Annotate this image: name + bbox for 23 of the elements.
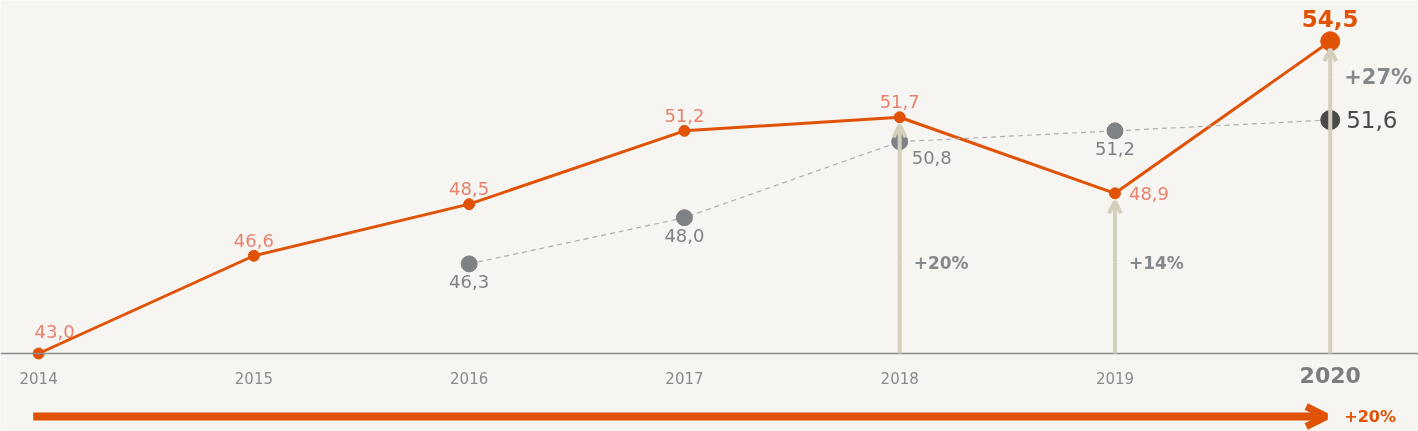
data-label: 46,6 — [233, 229, 274, 251]
data-label: 51,2 — [664, 104, 705, 126]
x-tick-label: 2020 — [1299, 362, 1361, 388]
data-label: 48,0 — [664, 224, 705, 246]
x-tick-label: 2018 — [880, 369, 919, 388]
text: +20% — [1344, 407, 1396, 426]
data-label: 48,9 — [1128, 182, 1170, 204]
annotation: +20% — [913, 252, 969, 273]
data-label: 46,3 — [449, 270, 490, 292]
x-tick-label: 2019 — [1095, 369, 1135, 388]
data-label: 54,5 — [1301, 6, 1359, 33]
data-label: 43,0 — [34, 320, 75, 342]
x-tick-label: 2017 — [665, 369, 704, 388]
annotation: +14% — [1128, 252, 1184, 273]
annotation: +27% — [1344, 65, 1413, 90]
data-label: 51,7 — [879, 91, 920, 113]
data-label: 51,6 — [1346, 107, 1398, 134]
data-label: 50,8 — [911, 146, 952, 168]
data-label: 48,5 — [449, 178, 490, 200]
x-tick-label: 2015 — [234, 369, 273, 388]
x-tick-label: 2016 — [450, 369, 489, 388]
data-label: 51,2 — [1094, 137, 1135, 159]
x-tick-label: 2014 — [19, 369, 58, 388]
